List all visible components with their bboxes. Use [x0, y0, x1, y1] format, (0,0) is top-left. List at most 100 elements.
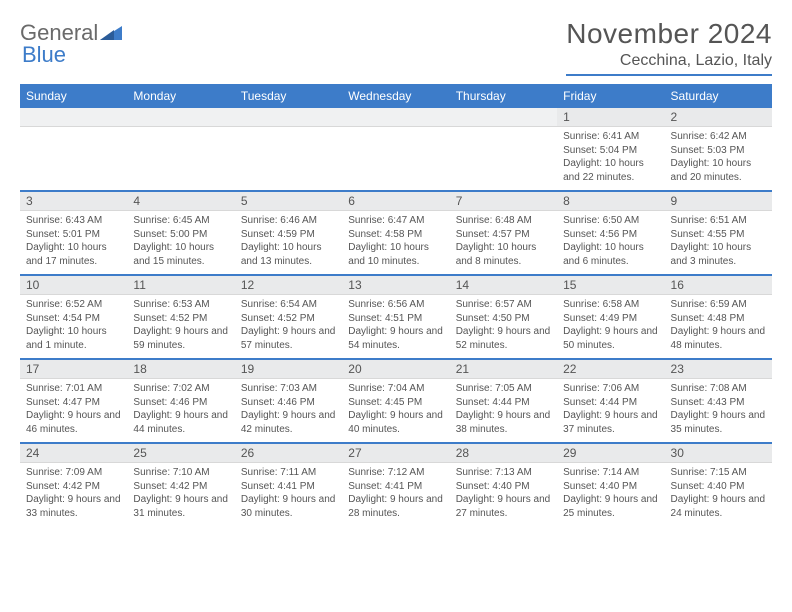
daylight-text: Daylight: 10 hours and 13 minutes.: [241, 241, 336, 268]
calendar-page: General November 2024 Cecchina, Lazio, I…: [0, 0, 792, 536]
sunrise-text: Sunrise: 7:13 AM: [456, 466, 551, 480]
day-number: 8: [557, 192, 664, 211]
day-number: 20: [342, 360, 449, 379]
day-body: Sunrise: 7:03 AMSunset: 4:46 PMDaylight:…: [235, 379, 342, 442]
sunrise-text: Sunrise: 7:01 AM: [26, 382, 121, 396]
day-body: Sunrise: 6:51 AMSunset: 4:55 PMDaylight:…: [665, 211, 772, 274]
sunrise-text: Sunrise: 6:57 AM: [456, 298, 551, 312]
week-row: 3Sunrise: 6:43 AMSunset: 5:01 PMDaylight…: [20, 191, 772, 275]
day-cell: 22Sunrise: 7:06 AMSunset: 4:44 PMDayligh…: [557, 359, 664, 443]
sunset-text: Sunset: 4:57 PM: [456, 228, 551, 242]
day-body: Sunrise: 6:53 AMSunset: 4:52 PMDaylight:…: [127, 295, 234, 358]
day-cell: 4Sunrise: 6:45 AMSunset: 5:00 PMDaylight…: [127, 191, 234, 275]
sunset-text: Sunset: 4:52 PM: [133, 312, 228, 326]
day-cell: 6Sunrise: 6:47 AMSunset: 4:58 PMDaylight…: [342, 191, 449, 275]
sunrise-text: Sunrise: 6:58 AM: [563, 298, 658, 312]
title-block: November 2024 Cecchina, Lazio, Italy: [566, 18, 772, 76]
day-body: Sunrise: 7:14 AMSunset: 4:40 PMDaylight:…: [557, 463, 664, 526]
sunset-text: Sunset: 4:42 PM: [26, 480, 121, 494]
day-body: [342, 127, 449, 185]
day-header: Wednesday: [342, 84, 449, 108]
day-body: [127, 127, 234, 185]
day-cell: 25Sunrise: 7:10 AMSunset: 4:42 PMDayligh…: [127, 443, 234, 526]
sunset-text: Sunset: 5:03 PM: [671, 144, 766, 158]
day-cell: 11Sunrise: 6:53 AMSunset: 4:52 PMDayligh…: [127, 275, 234, 359]
sunset-text: Sunset: 5:01 PM: [26, 228, 121, 242]
day-cell: 14Sunrise: 6:57 AMSunset: 4:50 PMDayligh…: [450, 275, 557, 359]
day-number: 21: [450, 360, 557, 379]
triangle-icon: [100, 20, 122, 46]
day-number: [127, 108, 234, 127]
day-header: Saturday: [665, 84, 772, 108]
day-number: 6: [342, 192, 449, 211]
day-number: 13: [342, 276, 449, 295]
daylight-text: Daylight: 9 hours and 42 minutes.: [241, 409, 336, 436]
sunset-text: Sunset: 4:50 PM: [456, 312, 551, 326]
daylight-text: Daylight: 10 hours and 1 minute.: [26, 325, 121, 352]
daylight-text: Daylight: 9 hours and 40 minutes.: [348, 409, 443, 436]
daylight-text: Daylight: 9 hours and 28 minutes.: [348, 493, 443, 520]
daylight-text: Daylight: 9 hours and 57 minutes.: [241, 325, 336, 352]
day-number: 23: [665, 360, 772, 379]
sunrise-text: Sunrise: 6:54 AM: [241, 298, 336, 312]
day-body: Sunrise: 7:08 AMSunset: 4:43 PMDaylight:…: [665, 379, 772, 442]
day-number: [342, 108, 449, 127]
day-number: [450, 108, 557, 127]
daylight-text: Daylight: 9 hours and 24 minutes.: [671, 493, 766, 520]
sunset-text: Sunset: 4:52 PM: [241, 312, 336, 326]
sunrise-text: Sunrise: 7:02 AM: [133, 382, 228, 396]
daylight-text: Daylight: 9 hours and 48 minutes.: [671, 325, 766, 352]
day-number: 25: [127, 444, 234, 463]
sunset-text: Sunset: 5:00 PM: [133, 228, 228, 242]
page-title: November 2024: [566, 18, 772, 50]
week-row: 1Sunrise: 6:41 AMSunset: 5:04 PMDaylight…: [20, 108, 772, 191]
day-cell: 7Sunrise: 6:48 AMSunset: 4:57 PMDaylight…: [450, 191, 557, 275]
sunrise-text: Sunrise: 6:48 AM: [456, 214, 551, 228]
daylight-text: Daylight: 9 hours and 44 minutes.: [133, 409, 228, 436]
day-body: Sunrise: 7:12 AMSunset: 4:41 PMDaylight:…: [342, 463, 449, 526]
day-number: 11: [127, 276, 234, 295]
sunset-text: Sunset: 4:45 PM: [348, 396, 443, 410]
day-body: [20, 127, 127, 185]
sunset-text: Sunset: 4:42 PM: [133, 480, 228, 494]
daylight-text: Daylight: 9 hours and 52 minutes.: [456, 325, 551, 352]
sunrise-text: Sunrise: 6:50 AM: [563, 214, 658, 228]
day-header-row: Sunday Monday Tuesday Wednesday Thursday…: [20, 84, 772, 108]
daylight-text: Daylight: 9 hours and 38 minutes.: [456, 409, 551, 436]
day-body: Sunrise: 6:57 AMSunset: 4:50 PMDaylight:…: [450, 295, 557, 358]
day-body: Sunrise: 6:56 AMSunset: 4:51 PMDaylight:…: [342, 295, 449, 358]
sunrise-text: Sunrise: 6:41 AM: [563, 130, 658, 144]
day-cell: [450, 108, 557, 191]
daylight-text: Daylight: 9 hours and 37 minutes.: [563, 409, 658, 436]
day-body: Sunrise: 7:06 AMSunset: 4:44 PMDaylight:…: [557, 379, 664, 442]
daylight-text: Daylight: 10 hours and 3 minutes.: [671, 241, 766, 268]
sunset-text: Sunset: 4:44 PM: [456, 396, 551, 410]
sunrise-text: Sunrise: 6:43 AM: [26, 214, 121, 228]
day-cell: 13Sunrise: 6:56 AMSunset: 4:51 PMDayligh…: [342, 275, 449, 359]
sunset-text: Sunset: 4:40 PM: [456, 480, 551, 494]
day-body: Sunrise: 6:50 AMSunset: 4:56 PMDaylight:…: [557, 211, 664, 274]
sunset-text: Sunset: 4:46 PM: [241, 396, 336, 410]
day-body: Sunrise: 6:52 AMSunset: 4:54 PMDaylight:…: [20, 295, 127, 358]
day-cell: 8Sunrise: 6:50 AMSunset: 4:56 PMDaylight…: [557, 191, 664, 275]
day-cell: 3Sunrise: 6:43 AMSunset: 5:01 PMDaylight…: [20, 191, 127, 275]
daylight-text: Daylight: 10 hours and 17 minutes.: [26, 241, 121, 268]
day-cell: 26Sunrise: 7:11 AMSunset: 4:41 PMDayligh…: [235, 443, 342, 526]
logo-line2: Blue: [22, 40, 66, 68]
day-cell: 10Sunrise: 6:52 AMSunset: 4:54 PMDayligh…: [20, 275, 127, 359]
sunrise-text: Sunrise: 7:14 AM: [563, 466, 658, 480]
day-header: Sunday: [20, 84, 127, 108]
daylight-text: Daylight: 9 hours and 54 minutes.: [348, 325, 443, 352]
week-row: 10Sunrise: 6:52 AMSunset: 4:54 PMDayligh…: [20, 275, 772, 359]
sunset-text: Sunset: 4:44 PM: [563, 396, 658, 410]
header: General November 2024 Cecchina, Lazio, I…: [20, 18, 772, 76]
calendar-table: Sunday Monday Tuesday Wednesday Thursday…: [20, 84, 772, 526]
day-body: Sunrise: 7:02 AMSunset: 4:46 PMDaylight:…: [127, 379, 234, 442]
day-cell: 30Sunrise: 7:15 AMSunset: 4:40 PMDayligh…: [665, 443, 772, 526]
sunrise-text: Sunrise: 7:08 AM: [671, 382, 766, 396]
day-cell: 9Sunrise: 6:51 AMSunset: 4:55 PMDaylight…: [665, 191, 772, 275]
sunset-text: Sunset: 4:47 PM: [26, 396, 121, 410]
sunrise-text: Sunrise: 7:15 AM: [671, 466, 766, 480]
sunrise-text: Sunrise: 6:46 AM: [241, 214, 336, 228]
day-number: 27: [342, 444, 449, 463]
